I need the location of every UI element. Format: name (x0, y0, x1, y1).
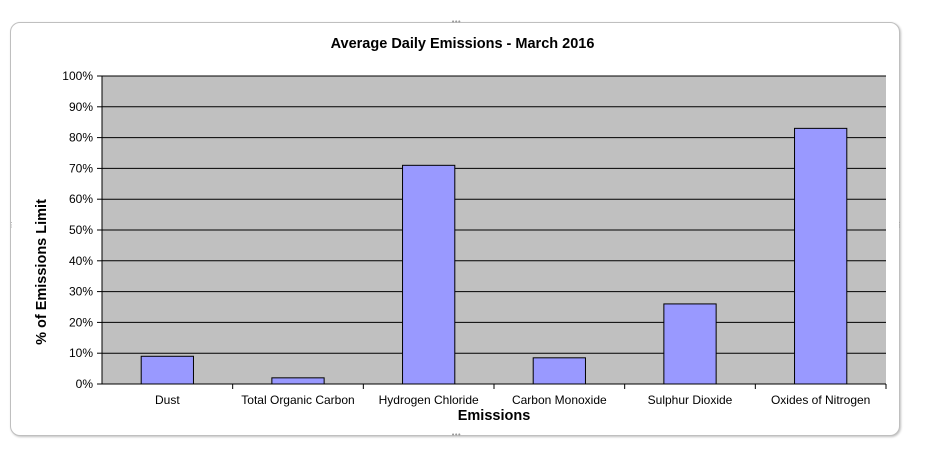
bar-hydrogen-chloride (402, 164, 456, 385)
x-tick-label: Hydrogen Chloride (379, 393, 479, 407)
y-tick-label: 80% (69, 131, 93, 145)
resize-handle-bottom-icon[interactable]: ••• (451, 431, 461, 439)
resize-handle-right-icon[interactable]: ⋮ (896, 221, 903, 229)
bar-oxides-of-nitrogen (794, 127, 848, 385)
x-tick-label: Oxides of Nitrogen (771, 393, 870, 407)
y-tick-label: 50% (69, 223, 93, 237)
bar-carbon-monoxide (532, 357, 586, 385)
y-tick-label: 0% (76, 377, 94, 391)
y-tick-label: 100% (62, 69, 93, 83)
bar-dust (140, 355, 194, 385)
x-tick-label: Sulphur Dioxide (648, 393, 733, 407)
resize-handle-left-icon[interactable]: ⋮ (8, 221, 15, 229)
resize-handle-top-icon[interactable]: ••• (451, 18, 461, 26)
y-tick-label: 70% (69, 161, 93, 175)
y-tick-label: 90% (69, 100, 93, 114)
x-tick-label: Total Organic Carbon (241, 393, 354, 407)
x-tick-label: Carbon Monoxide (512, 393, 607, 407)
bar-sulphur-dioxide (663, 303, 717, 385)
y-tick-label: 20% (69, 315, 93, 329)
bar-total-organic-carbon (271, 377, 325, 385)
y-tick-label: 40% (69, 254, 93, 268)
y-tick-label: 30% (69, 285, 93, 299)
x-axis-title: Emissions (457, 408, 531, 424)
y-tick-label: 60% (69, 192, 93, 206)
y-tick-label: 10% (69, 346, 93, 360)
chart-title: Average Daily Emissions - March 2016 (330, 36, 595, 52)
x-tick-label: Dust (155, 393, 180, 407)
